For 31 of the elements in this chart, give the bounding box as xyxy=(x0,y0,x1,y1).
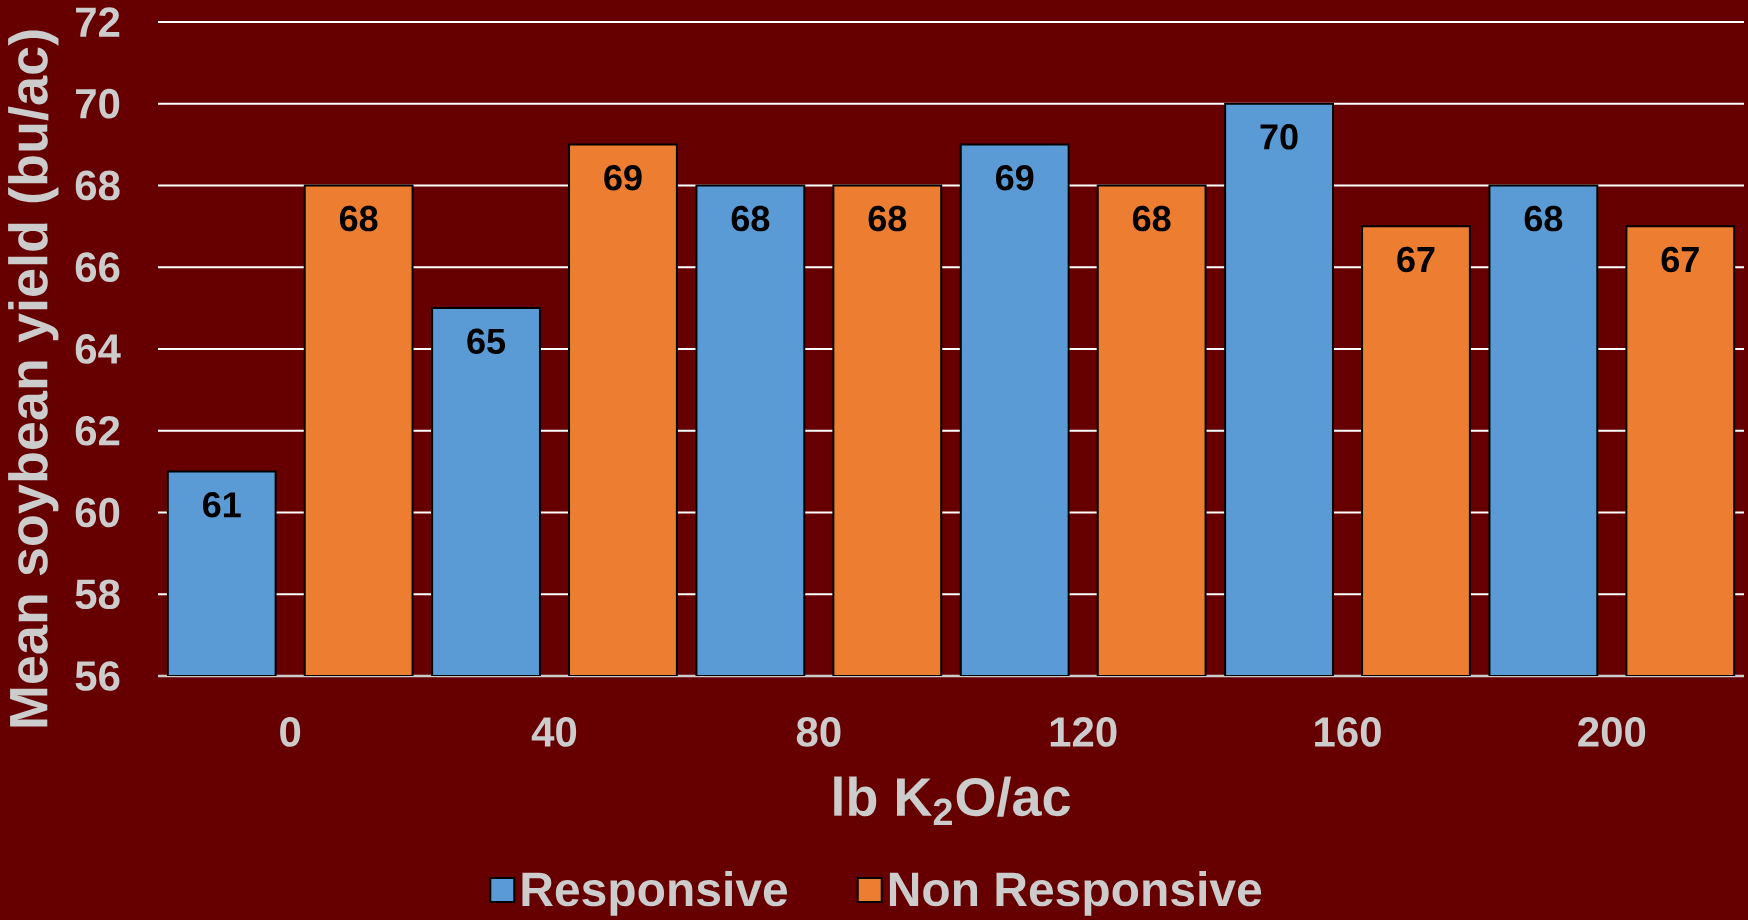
x-tick-label: 200 xyxy=(1578,717,1646,747)
data-label: 68 xyxy=(1524,205,1563,232)
data-label: 68 xyxy=(1132,205,1171,232)
data-label: 61 xyxy=(203,492,241,518)
data-label: 67 xyxy=(1661,246,1699,273)
y-tick-label: 68 xyxy=(75,170,120,201)
x-tick-label: 160 xyxy=(1315,717,1381,747)
y-tick-label: 56 xyxy=(75,661,120,691)
x-tick-label: 0 xyxy=(280,717,301,747)
data-label: 68 xyxy=(339,205,378,232)
y-tick-label: 66 xyxy=(75,252,120,283)
y-tick-label: 70 xyxy=(76,88,120,119)
x-tick-label: 80 xyxy=(796,717,841,747)
y-axis-title: Mean soybean yield (bu/ac) xyxy=(8,30,59,727)
data-label: 70 xyxy=(1260,124,1298,150)
data-label: 67 xyxy=(1397,246,1435,273)
legend-label: Responsive xyxy=(522,871,788,916)
y-tick-label: 72 xyxy=(76,7,120,37)
x-tick-label: 120 xyxy=(1050,717,1117,747)
x-tick-label: 40 xyxy=(531,717,577,747)
y-tick-label: 60 xyxy=(75,497,120,528)
x-axis-title: lb K$_{2}$O/ac xyxy=(834,776,1070,825)
data-label: 68 xyxy=(868,205,907,232)
legend-label: Non Responsive xyxy=(889,871,1262,916)
y-tick-label: 64 xyxy=(75,334,121,364)
y-tick-label: 62 xyxy=(75,415,120,446)
data-label: 69 xyxy=(604,165,642,191)
data-label: 68 xyxy=(731,205,770,232)
y-tick-label: 58 xyxy=(75,579,120,610)
data-label: 65 xyxy=(467,328,506,354)
data-label: 69 xyxy=(996,165,1034,191)
